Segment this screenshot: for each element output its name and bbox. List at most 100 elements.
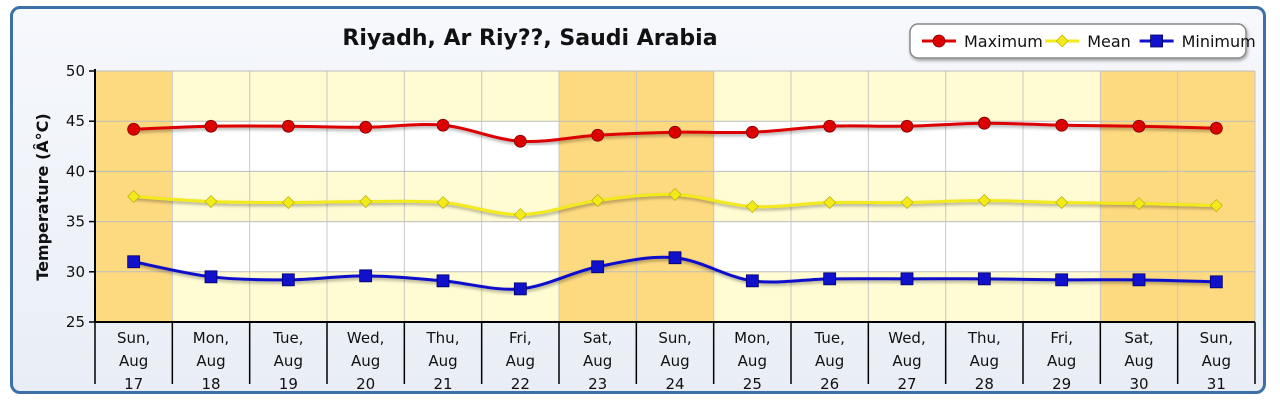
point-minimum: [436, 274, 450, 288]
point-mean: [513, 208, 527, 221]
weekday-band: [249, 71, 327, 122]
weekday-band: [481, 71, 559, 122]
point-minimum: [127, 255, 141, 269]
x-tick-label: Fri, Aug 29: [1047, 329, 1076, 393]
point-maximum: [204, 119, 218, 133]
y-tick-label: 50: [66, 62, 85, 80]
point-maximum: [127, 122, 141, 136]
legend-label-mean: Mean: [1087, 32, 1131, 51]
x-tick-label: Tue, Aug 19: [272, 329, 303, 393]
point-minimum: [359, 269, 373, 283]
weekday-band: [404, 71, 482, 122]
point-minimum: [668, 251, 682, 265]
weekday-band: [945, 71, 1023, 122]
y-tick-label: 30: [66, 263, 85, 281]
point-maximum: [359, 120, 373, 134]
legend-marker-mean: [1055, 34, 1069, 48]
x-tick-label: Sat, Aug 23: [583, 329, 612, 393]
point-mean: [204, 195, 218, 208]
weekday-band: [404, 221, 482, 272]
point-maximum: [1055, 118, 1069, 132]
weekday-band: [327, 71, 405, 122]
weekday-band: [1023, 221, 1101, 272]
legend-label-minimum: Minimum: [1182, 32, 1256, 51]
x-tick-label: Tue, Aug 26: [813, 329, 844, 393]
point-mean: [1132, 197, 1146, 210]
point-mean: [900, 196, 914, 209]
x-tick-label: Sat, Aug 30: [1124, 329, 1153, 393]
x-tick-label: Thu, Aug 28: [967, 329, 1001, 393]
point-maximum: [591, 128, 605, 142]
point-mean: [591, 194, 605, 207]
weekday-band: [945, 221, 1023, 272]
point-minimum: [591, 260, 605, 274]
point-maximum: [900, 119, 914, 133]
legend: Maximum Mean Minimum: [909, 23, 1256, 59]
x-tick-label: Mon, Aug 18: [193, 329, 229, 393]
y-tick-label: 45: [66, 112, 85, 130]
chart-title: Riyadh, Ar Riy??, Saudi Arabia: [342, 26, 717, 51]
legend-marker-minimum: [1150, 34, 1163, 48]
point-minimum: [281, 273, 295, 287]
weekday-band: [172, 71, 250, 122]
point-mean: [668, 188, 682, 201]
point-minimum: [900, 272, 914, 286]
weekday-band: [481, 221, 559, 272]
point-mean: [127, 190, 141, 203]
legend-label-maximum: Maximum: [964, 32, 1043, 51]
weekday-band: [172, 221, 250, 272]
y-tick-labels: 25 30 35 40 45 50: [66, 62, 85, 331]
x-tick-label: Thu, Aug 21: [426, 329, 460, 393]
legend-marker-maximum: [932, 34, 946, 48]
axes: [89, 69, 1256, 384]
point-maximum: [1209, 121, 1223, 135]
point-mean: [745, 200, 759, 213]
point-maximum: [823, 119, 837, 133]
series-lines: [127, 116, 1223, 296]
weekday-band: [868, 71, 946, 122]
point-mean: [436, 196, 450, 209]
weekday-band: [713, 71, 791, 122]
point-mean: [977, 194, 991, 207]
x-tick-label: Sun, Aug 17: [117, 329, 150, 393]
y-tick-label: 25: [66, 313, 85, 331]
x-tick-label: Wed, Aug 27: [888, 329, 925, 393]
point-mean: [359, 195, 373, 208]
point-maximum: [1132, 119, 1146, 133]
point-minimum: [1132, 273, 1146, 287]
point-maximum: [281, 119, 295, 133]
weekday-band: [791, 71, 869, 122]
weekday-band: [713, 221, 791, 272]
weekday-band: [713, 171, 791, 222]
weekday-band: [791, 221, 869, 272]
point-mean: [1055, 196, 1069, 209]
point-minimum: [1055, 273, 1069, 287]
x-tick-label: Sun, Aug 31: [1200, 329, 1233, 393]
weekday-band: [481, 271, 559, 322]
point-minimum: [823, 272, 837, 286]
x-tick-labels: Sun, Aug 17 Mon, Aug 18 Tue, Aug 19 Wed, Aug 20 Thu,…: [117, 329, 1233, 393]
y-tick-label: 40: [66, 162, 85, 180]
x-tick-label: Sun, Aug 24: [658, 329, 691, 393]
weekday-band: [327, 221, 405, 272]
point-maximum: [668, 125, 682, 139]
weekday-band: [868, 221, 946, 272]
point-minimum: [1209, 275, 1223, 289]
weekday-band: [249, 221, 327, 272]
point-mean: [281, 196, 295, 209]
point-maximum: [977, 116, 991, 130]
point-minimum: [745, 274, 759, 288]
x-tick-label: Wed, Aug 20: [347, 329, 384, 393]
point-mean: [823, 196, 837, 209]
weekday-band: [1023, 71, 1101, 122]
point-minimum: [977, 272, 991, 286]
point-maximum: [745, 125, 759, 139]
point-maximum: [436, 118, 450, 132]
point-minimum: [204, 270, 218, 284]
point-minimum: [513, 282, 527, 296]
x-tick-label: Mon, Aug 25: [734, 329, 770, 393]
y-axis-label: Temperature (Â°C): [33, 113, 52, 280]
y-tick-label: 35: [66, 213, 85, 231]
point-mean: [1209, 199, 1223, 212]
